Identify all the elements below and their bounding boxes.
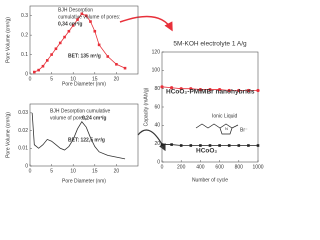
point [170, 143, 173, 146]
y-tick-label: 0 [25, 163, 28, 169]
atom: N [225, 126, 228, 131]
point [123, 66, 127, 70]
series-label: HCoO₂-PMIMBr nanohybrids [166, 89, 255, 96]
y-tick-label: 60 [154, 104, 160, 110]
y-tick-label: 0.2 [21, 32, 28, 38]
point [208, 87, 212, 92]
point [170, 86, 174, 90]
y-tick-label: 100 [152, 68, 161, 74]
point [199, 144, 202, 147]
point [71, 24, 75, 27]
point [37, 68, 40, 72]
x-tick-label: 600 [215, 164, 224, 170]
y-tick-label: 20 [154, 141, 160, 147]
plot-frame [29, 103, 139, 167]
x-tick-label: 20 [114, 168, 120, 174]
y-axis-label: Pore Volume (cm³/g) [5, 112, 11, 158]
annotation: cumulative volume of pores: [58, 14, 120, 20]
point [93, 29, 97, 33]
point [247, 144, 250, 147]
point [227, 88, 231, 93]
annotation: volume of pores: [50, 115, 87, 121]
point [84, 14, 88, 18]
x-tick-label: 0 [29, 168, 32, 174]
annotation: BJH Desorption [58, 7, 93, 13]
point [63, 35, 66, 39]
point [179, 144, 183, 147]
point [237, 144, 241, 147]
annotation: BET: 122,5 m²/g [68, 137, 105, 143]
series-label: HCoO₂ [196, 148, 217, 155]
point [179, 87, 183, 91]
x-tick-label: 200 [177, 164, 186, 170]
y-axis-label: Pore Volume (cm³/g) [5, 17, 11, 63]
point [33, 70, 36, 74]
x-tick-label: 15 [92, 76, 98, 82]
x-tick-label: 0 [29, 76, 32, 82]
x-axis-label: Pore Diameter (nm) [62, 178, 106, 184]
y-tick-label: 0.3 [21, 13, 28, 19]
point [45, 59, 49, 62]
point [115, 62, 118, 66]
point [160, 143, 164, 146]
arrow [137, 129, 166, 152]
series-line [31, 112, 126, 160]
point [218, 144, 221, 147]
point [189, 144, 193, 147]
x-tick-label: 10 [70, 76, 76, 82]
point [218, 87, 222, 92]
point [97, 43, 101, 47]
point [76, 18, 79, 21]
annotation: 0,24 cm³/g [82, 115, 106, 121]
annotation: BJH Desorption cumulative [50, 108, 111, 114]
annotation: BET: 135 m²/g [68, 53, 101, 59]
point [50, 53, 53, 56]
point [189, 87, 193, 91]
annotation: 0,34 cm³/g [58, 21, 82, 27]
x-tick-label: 0 [161, 164, 164, 170]
y-tick-label: 0 [157, 159, 160, 165]
point [227, 144, 231, 147]
point [237, 88, 241, 93]
y-tick-label: 80 [154, 86, 160, 92]
point [80, 12, 84, 16]
x-tick-label: 5 [50, 168, 53, 174]
x-tick-label: 1000 [252, 164, 263, 170]
molecule [195, 123, 239, 135]
point [58, 41, 62, 45]
y-tick-label: 0.03 [18, 110, 28, 116]
y-axis-label: Capacity (mAh/g) [143, 87, 149, 126]
point [246, 88, 250, 93]
x-tick-label: 5 [50, 76, 53, 82]
x-tick-label: 10 [70, 168, 76, 174]
x-axis-label: Number of cycle [192, 177, 228, 183]
x-tick-label: 15 [92, 168, 98, 174]
chart-title: 5M-KOH electrolyte 1 A/g [173, 41, 247, 48]
point [256, 88, 260, 93]
point [208, 144, 212, 147]
point [106, 55, 110, 58]
x-tick-label: 400 [196, 164, 205, 170]
x-tick-label: 20 [114, 76, 120, 82]
point [89, 20, 92, 23]
y-tick-label: 0.01 [18, 146, 28, 152]
y-tick-label: 0 [25, 71, 28, 77]
point [54, 47, 58, 51]
point [256, 144, 260, 147]
y-tick-label: 0.1 [21, 52, 28, 58]
annotation: Br⁻ [240, 127, 248, 133]
x-axis-label: Pore Diameter (nm) [62, 81, 106, 87]
point [67, 29, 71, 33]
arrow [119, 15, 173, 32]
point [198, 87, 202, 92]
plot-frame [29, 5, 139, 75]
annotation: Ionic Liquid [212, 113, 238, 119]
y-tick-label: 40 [154, 123, 160, 129]
y-tick-label: 120 [152, 49, 161, 55]
point [160, 85, 164, 89]
point [41, 64, 45, 68]
y-tick-label: 0.02 [18, 128, 28, 134]
x-tick-label: 800 [235, 164, 244, 170]
